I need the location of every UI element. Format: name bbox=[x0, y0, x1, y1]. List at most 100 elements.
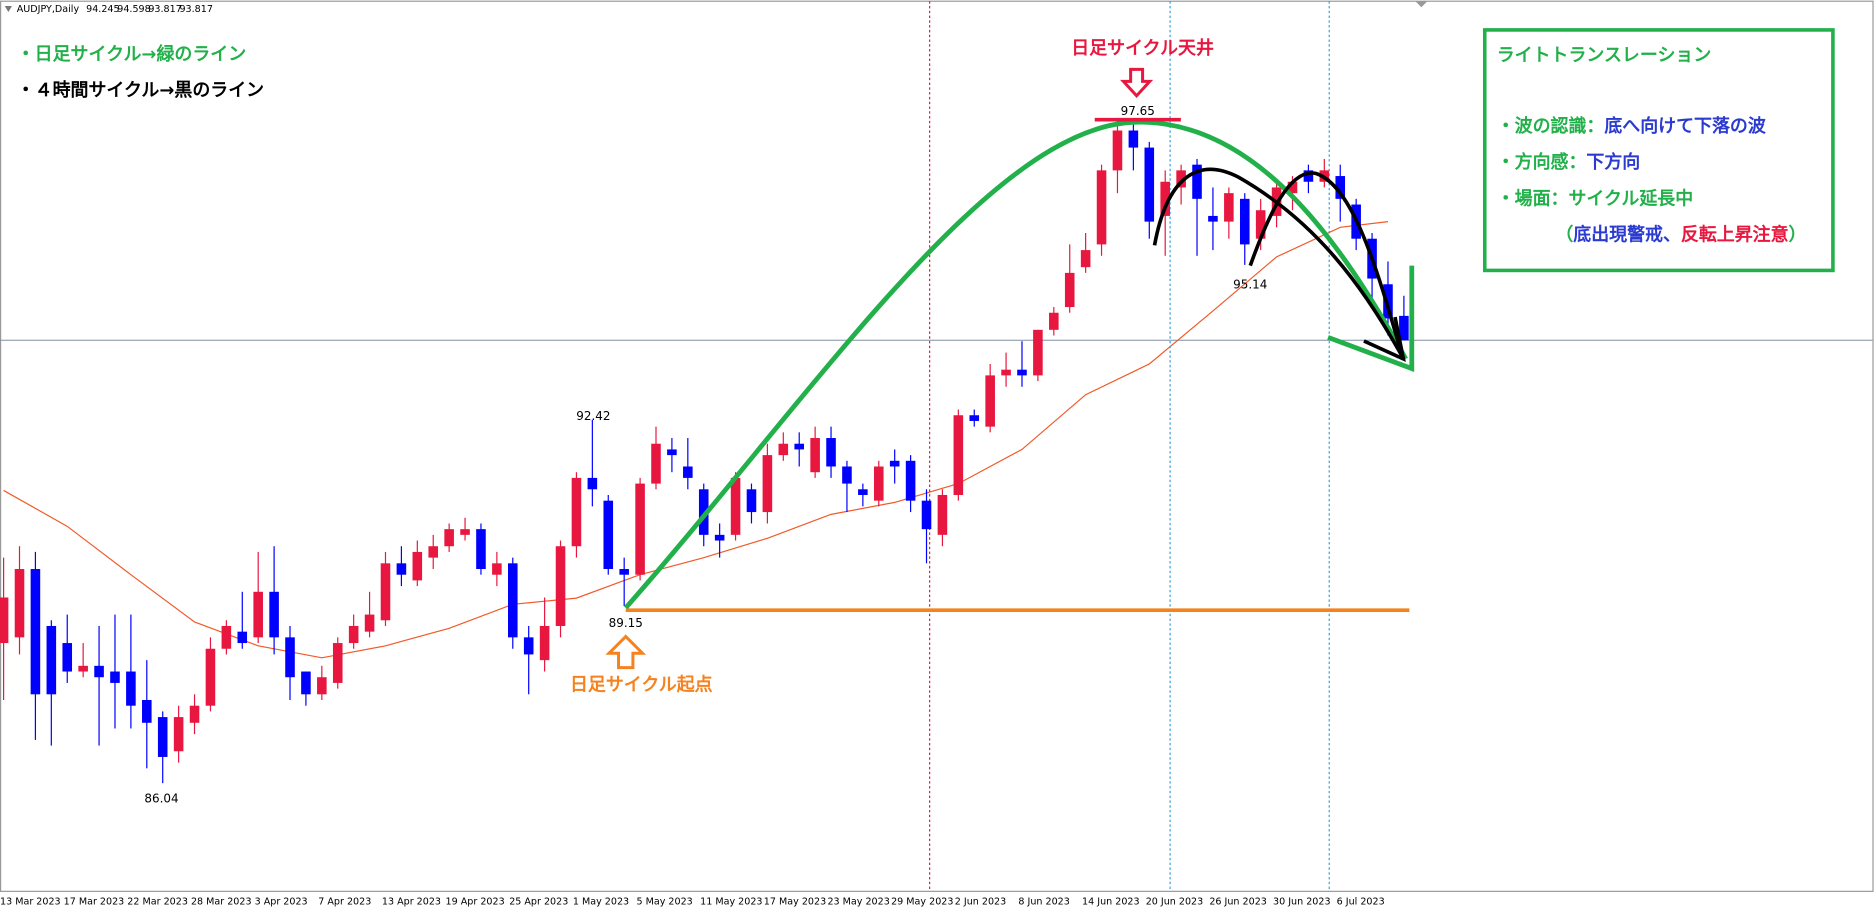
candle-body bbox=[571, 477, 582, 547]
candle-body bbox=[1239, 198, 1250, 245]
candle-body bbox=[778, 443, 789, 456]
candle-body bbox=[1208, 215, 1218, 222]
info-box-row: ・波の認識：底へ向けて下落の波 bbox=[1497, 115, 1767, 137]
candle-body bbox=[30, 569, 41, 695]
candle-body bbox=[78, 665, 88, 672]
candle-body bbox=[0, 597, 9, 644]
x-tick-label: 7 Apr 2023 bbox=[318, 897, 371, 908]
info-box-text: ・波の認識： bbox=[1497, 115, 1605, 137]
candle-body bbox=[1080, 250, 1091, 268]
x-tick-label: 20 Jun 2023 bbox=[1146, 897, 1204, 908]
candle-body bbox=[730, 477, 741, 535]
corner-marker bbox=[1415, 1, 1428, 8]
swing-high-label: 92.42 bbox=[576, 409, 610, 423]
candle-body bbox=[1255, 210, 1266, 239]
candle-body bbox=[285, 637, 295, 678]
info-box bbox=[1482, 28, 1835, 273]
candle-body bbox=[1224, 193, 1234, 222]
candle-body bbox=[94, 665, 104, 678]
candle-body bbox=[126, 671, 136, 706]
info-box-row: ・場面：サイクル延長中 bbox=[1497, 187, 1693, 209]
candle-body bbox=[826, 438, 836, 467]
info-box-title: ライトトランスレーション bbox=[1497, 45, 1712, 66]
x-tick-label: 17 May 2023 bbox=[764, 897, 826, 908]
candle-body bbox=[523, 637, 534, 655]
candle-body bbox=[794, 443, 804, 450]
candle-body bbox=[1383, 284, 1393, 319]
x-tick-label: 25 Apr 2023 bbox=[509, 897, 568, 908]
cycle-start-arrow bbox=[605, 634, 647, 670]
candle-body bbox=[46, 625, 57, 695]
candle-body bbox=[635, 483, 645, 575]
swing-low-label: 95.14 bbox=[1233, 277, 1267, 291]
candle-body bbox=[492, 563, 502, 575]
cycle-top-arrow bbox=[1120, 67, 1154, 98]
candle-body bbox=[14, 569, 25, 638]
x-tick-label: 22 Mar 2023 bbox=[127, 897, 188, 908]
header-icon bbox=[4, 6, 12, 12]
candle-body bbox=[810, 438, 820, 473]
x-tick-label: 29 May 2023 bbox=[891, 897, 953, 908]
candle-body bbox=[587, 477, 598, 490]
x-tick-label: 1 May 2023 bbox=[573, 897, 629, 908]
candle-body bbox=[110, 671, 120, 683]
cycle-legend-note: ・日足サイクル→緑のライン bbox=[17, 43, 246, 65]
x-tick-label: 23 May 2023 bbox=[827, 897, 889, 908]
x-tick-label: 17 Mar 2023 bbox=[64, 897, 125, 908]
x-tick-label: 11 May 2023 bbox=[700, 897, 762, 908]
info-box-text: ・場面： bbox=[1497, 188, 1569, 209]
candle-body bbox=[1017, 369, 1027, 376]
x-tick-label: 19 Apr 2023 bbox=[446, 897, 505, 908]
header-symbol: AUDJPY,Daily bbox=[17, 4, 80, 15]
x-tick-label: 13 Mar 2023 bbox=[0, 897, 61, 908]
info-box-row: （底出現警戒、反転上昇注意） bbox=[1555, 224, 1806, 246]
x-tick-label: 6 Jul 2023 bbox=[1337, 897, 1385, 908]
candle-body bbox=[221, 625, 232, 649]
candle-body bbox=[985, 375, 995, 427]
candle-body bbox=[1096, 170, 1107, 245]
candle-body bbox=[683, 466, 693, 478]
candle-body bbox=[1192, 164, 1202, 199]
h4-cycle-arrowhead bbox=[1363, 316, 1406, 363]
candle-body bbox=[380, 563, 391, 621]
swing-high-label: 97.65 bbox=[1121, 104, 1155, 118]
info-box-text: ・方向感： bbox=[1497, 151, 1587, 173]
cycle-legend-note: ・４時間サイクル→黒のライン bbox=[17, 80, 264, 101]
candle-body bbox=[173, 717, 184, 752]
candle-body bbox=[157, 717, 168, 757]
candle-body bbox=[301, 671, 311, 695]
candle-body bbox=[619, 569, 629, 575]
candle-body bbox=[62, 643, 73, 672]
candle-body bbox=[1001, 369, 1011, 376]
candle-body bbox=[651, 443, 661, 484]
candle-body bbox=[1064, 272, 1075, 308]
candle-body bbox=[460, 529, 470, 535]
candle-body bbox=[905, 460, 916, 501]
info-box-text: 下方向 bbox=[1586, 151, 1640, 173]
h4-cycle-curve bbox=[1248, 171, 1404, 358]
candle-body bbox=[364, 614, 375, 632]
candle-body bbox=[762, 455, 773, 513]
candle-body bbox=[317, 677, 327, 695]
cycle-top-note: 日足サイクル天井 bbox=[1071, 37, 1214, 59]
candle-body bbox=[698, 489, 709, 535]
candle-body bbox=[858, 489, 868, 495]
x-tick-label: 8 Jun 2023 bbox=[1018, 897, 1069, 908]
candle-body bbox=[1176, 170, 1186, 188]
candle-body bbox=[1335, 176, 1346, 199]
h4-cycle-curve bbox=[1152, 167, 1404, 358]
candle-body bbox=[205, 648, 216, 706]
candle-body bbox=[1128, 130, 1139, 148]
candle-body bbox=[508, 563, 518, 638]
candle-body bbox=[746, 489, 757, 513]
header-close: 93.817 bbox=[179, 4, 212, 15]
candle-body bbox=[937, 494, 948, 535]
header-high: 94.598 bbox=[117, 4, 150, 15]
cycle-start-note: 日足サイクル起点 bbox=[570, 674, 713, 696]
info-box-text: 反転上昇注意 bbox=[1681, 224, 1789, 246]
candle-body bbox=[921, 500, 932, 530]
candle-body bbox=[1160, 181, 1170, 216]
candle-body bbox=[269, 591, 279, 638]
